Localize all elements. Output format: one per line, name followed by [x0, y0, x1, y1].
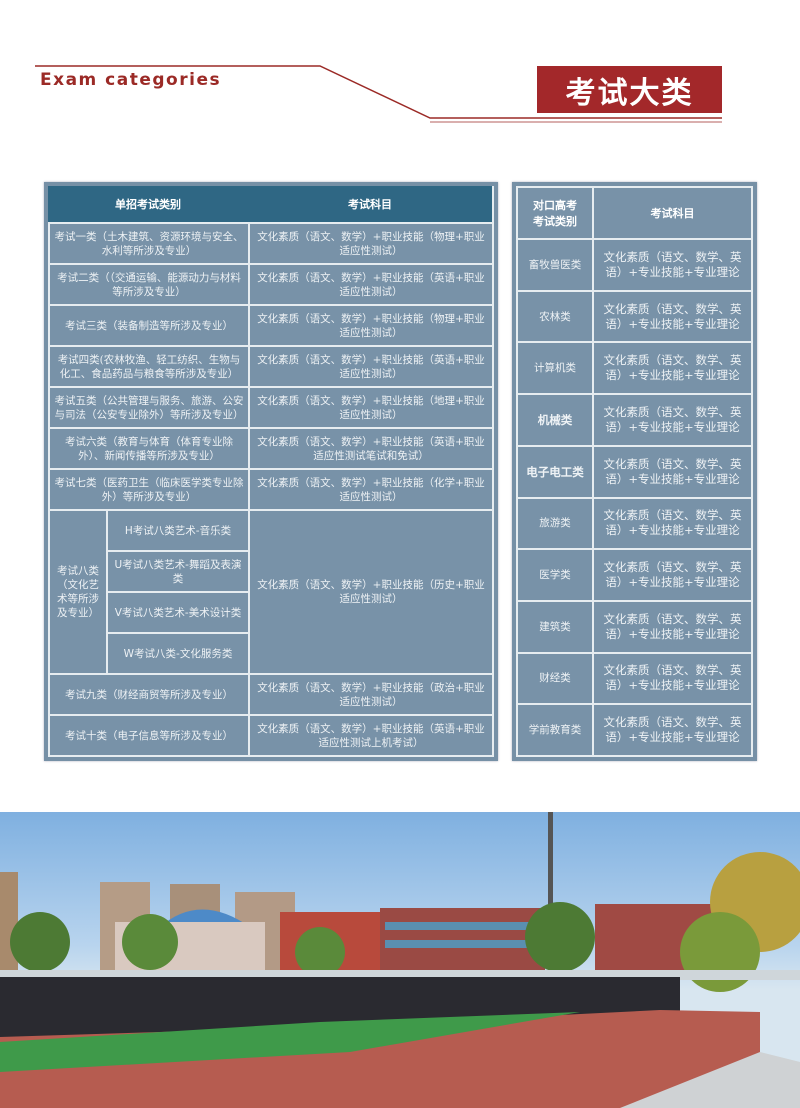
vocational-category: 学前教育类	[518, 705, 592, 755]
exam-category: 考试二类（（交通运输、能源动力与材料等所涉及专业）	[50, 265, 248, 304]
header-decor-lines	[35, 65, 722, 123]
campus-assembly-photo	[0, 812, 800, 1108]
vocational-category: 农林类	[518, 291, 592, 342]
vocational-subjects: 文化素质（语文、数学、英语）+专业技能+专业理论	[594, 240, 751, 290]
vocational-subjects: 文化素质（语文、数学、英语）+专业技能+专业理论	[594, 446, 751, 497]
exam-category: 考试三类（装备制造等所涉及专业）	[50, 306, 248, 345]
vocational-category: 财经类	[518, 653, 592, 704]
exam-subjects: 文化素质（语文、数学）+职业技能（英语+职业适应性测试）	[250, 265, 492, 304]
vocational-category: 建筑类	[518, 601, 592, 652]
vocational-category: 机械类	[518, 395, 592, 445]
exam-category: 考试一类（土木建筑、资源环境与安全、水利等所涉及专业）	[50, 224, 248, 263]
exam-subjects: 文化素质（语文、数学）+职业技能（物理+职业适应性测试）	[250, 306, 492, 345]
exam-category: 考试四类(农林牧渔、轻工纺织、生物与化工、食品药品与粮食等所涉及专业）	[50, 347, 248, 386]
exam-category: 考试五类（公共管理与服务、旅游、公安与司法（公安专业除外）等所涉及专业）	[50, 388, 248, 427]
vocational-category: 电子电工类	[518, 446, 592, 497]
english-title: Exam categories	[40, 70, 222, 90]
exam-subjects: 文化素质（语文、数学）+职业技能（英语+职业适应性测试上机考试）	[250, 716, 492, 755]
header-category: 单招考试类别	[48, 186, 248, 222]
vocational-subjects: 文化素质（语文、数学、英语）+专业技能+专业理论	[594, 601, 751, 652]
exam-category: 考试十类（电子信息等所涉及专业）	[50, 716, 248, 755]
exam-subjects: 文化素质（语文、数学）+职业技能（政治+职业适应性测试）	[250, 675, 492, 714]
vocational-category: 畜牧兽医类	[518, 240, 592, 290]
vocational-subjects: 文化素质（语文、数学、英语）+专业技能+专业理论	[594, 343, 751, 394]
vocational-subjects: 文化素质（语文、数学、英语）+专业技能+专业理论	[594, 550, 751, 600]
vocational-subjects: 文化素质（语文、数学、英语）+专业技能+专业理论	[594, 705, 751, 755]
vocational-exam-table: 对口高考考试类别 考试科目 畜牧兽医类 文化素质（语文、数学、英语）+专业技能+专业理…	[512, 182, 757, 761]
exam-subjects: 文化素质（语文、数学）+职业技能（英语+职业适应性测试笔试和免试）	[250, 429, 492, 468]
exam-category: 考试九类（财经商贸等所涉及专业）	[50, 675, 248, 714]
photo-illustration	[0, 812, 800, 1108]
vocational-subjects: 文化素质（语文、数学、英语）+专业技能+专业理论	[594, 395, 751, 445]
exam-subjects: 文化素质（语文、数学）+职业技能（地理+职业适应性测试）	[250, 388, 492, 427]
exam-subjects: 文化素质（语文、数学）+职业技能（历史+职业适应性测试）	[250, 511, 492, 673]
exam-category: 考试七类（医药卫生（临床医学类专业除外）等所涉及专业）	[50, 470, 248, 509]
exam-category: 考试八类（文化艺术等所涉及专业）	[50, 511, 106, 673]
vocational-category: 计算机类	[518, 343, 592, 394]
single-enrollment-exam-table: 单招考试类别 考试科目 考试一类（土木建筑、资源环境与安全、水利等所涉及专业） 文化素…	[44, 182, 498, 761]
exam-subcategory: U考试八类艺术-舞蹈及表演类	[108, 552, 248, 591]
exam-category: 考试六类（教育与体育（体育专业除外）、新闻传播等所涉及专业）	[50, 429, 248, 468]
vocational-subjects: 文化素质（语文、数学、英语）+专业技能+专业理论	[594, 498, 751, 549]
exam-subcategory: W考试八类-文化服务类	[108, 634, 248, 673]
exam-subjects: 文化素质（语文、数学）+职业技能（英语+职业适应性测试）	[250, 347, 492, 386]
exam-subjects: 文化素质（语文、数学）+职业技能（化学+职业适应性测试）	[250, 470, 492, 509]
vocational-category: 旅游类	[518, 498, 592, 549]
chinese-title: 考试大类	[537, 66, 722, 113]
header-subjects: 考试科目	[594, 188, 751, 238]
exam-subcategory: V考试八类艺术-美术设计类	[108, 593, 248, 632]
vocational-subjects: 文化素质（语文、数学、英语）+专业技能+专业理论	[594, 291, 751, 342]
header-category: 对口高考考试类别	[518, 188, 592, 238]
header-subjects: 考试科目	[248, 186, 492, 222]
vocational-category: 医学类	[518, 550, 592, 600]
exam-subcategory: H考试八类艺术-音乐类	[108, 511, 248, 550]
exam-subjects: 文化素质（语文、数学）+职业技能（物理+职业适应性测试）	[250, 224, 492, 263]
vocational-subjects: 文化素质（语文、数学、英语）+专业技能+专业理论	[594, 653, 751, 704]
